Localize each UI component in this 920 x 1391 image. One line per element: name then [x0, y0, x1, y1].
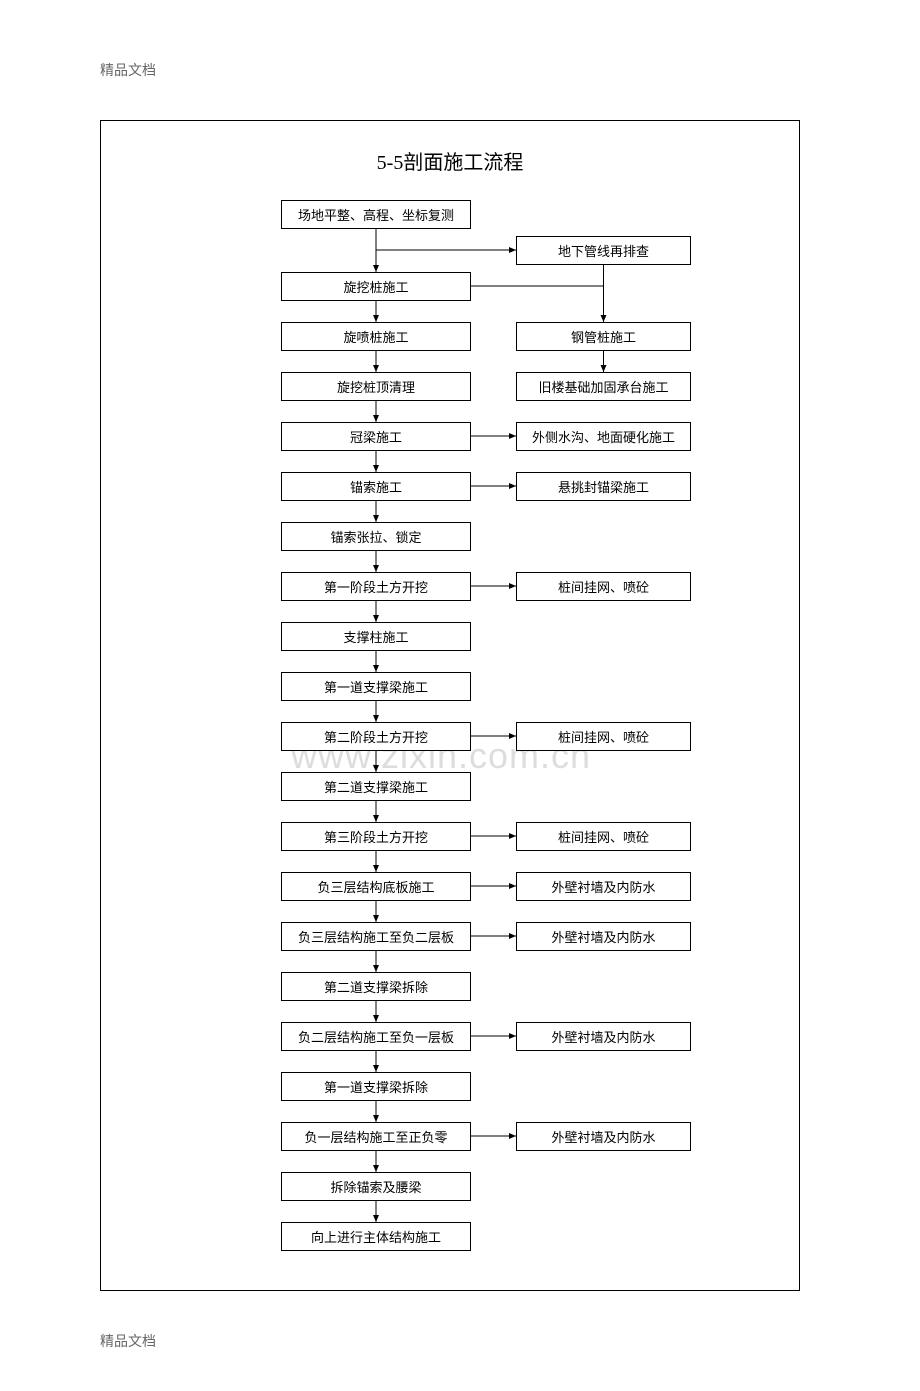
flowchart-title: 5-5剖面施工流程	[141, 146, 759, 175]
flow-box-r11: 外壁衬墙及内防水	[516, 1122, 691, 1151]
flow-box-r3: 外侧水沟、地面硬化施工	[516, 422, 691, 451]
flow-box-r5: 桩间挂网、喷砼	[516, 572, 691, 601]
flow-box-r0: 地下管线再排查	[516, 236, 691, 265]
flow-box-l9: 第一道支撑梁施工	[281, 672, 471, 701]
footer-label: 精品文档	[100, 1331, 820, 1351]
flow-box-l15: 第二道支撑梁拆除	[281, 972, 471, 1001]
flow-box-r6: 桩间挂网、喷砼	[516, 722, 691, 751]
flow-box-l20: 向上进行主体结构施工	[281, 1222, 471, 1251]
header-label: 精品文档	[100, 60, 820, 80]
flow-box-r4: 悬挑封锚梁施工	[516, 472, 691, 501]
flow-box-l1: 旋挖桩施工	[281, 272, 471, 301]
page: 精品文档 5-5剖面施工流程 www.zixin.com.cn 场地平整、高程、…	[0, 0, 920, 1391]
flow-box-l14: 负三层结构施工至负二层板	[281, 922, 471, 951]
flow-box-l0: 场地平整、高程、坐标复测	[281, 200, 471, 229]
flow-box-l6: 锚索张拉、锁定	[281, 522, 471, 551]
flow-box-l4: 冠梁施工	[281, 422, 471, 451]
flow-box-l18: 负一层结构施工至正负零	[281, 1122, 471, 1151]
flow-box-l2: 旋喷桩施工	[281, 322, 471, 351]
flow-box-r1: 钢管桩施工	[516, 322, 691, 351]
flow-box-l19: 拆除锚索及腰梁	[281, 1172, 471, 1201]
flow-box-l7: 第一阶段土方开挖	[281, 572, 471, 601]
flow-box-l17: 第一道支撑梁拆除	[281, 1072, 471, 1101]
flow-box-r8: 外壁衬墙及内防水	[516, 872, 691, 901]
flow-box-l5: 锚索施工	[281, 472, 471, 501]
flow-box-l10: 第二阶段土方开挖	[281, 722, 471, 751]
flow-box-l12: 第三阶段土方开挖	[281, 822, 471, 851]
flow-box-l3: 旋挖桩顶清理	[281, 372, 471, 401]
flow-box-l11: 第二道支撑梁施工	[281, 772, 471, 801]
flowchart-frame: 5-5剖面施工流程 www.zixin.com.cn 场地平整、高程、坐标复测旋…	[100, 120, 800, 1291]
flow-box-l13: 负三层结构底板施工	[281, 872, 471, 901]
flow-box-l16: 负二层结构施工至负一层板	[281, 1022, 471, 1051]
flow-box-r2: 旧楼基础加固承台施工	[516, 372, 691, 401]
flow-box-l8: 支撑柱施工	[281, 622, 471, 651]
flow-box-r10: 外壁衬墙及内防水	[516, 1022, 691, 1051]
flow-area: www.zixin.com.cn 场地平整、高程、坐标复测旋挖桩施工旋喷桩施工旋…	[141, 200, 759, 1260]
flow-box-r7: 桩间挂网、喷砼	[516, 822, 691, 851]
flow-box-r9: 外壁衬墙及内防水	[516, 922, 691, 951]
